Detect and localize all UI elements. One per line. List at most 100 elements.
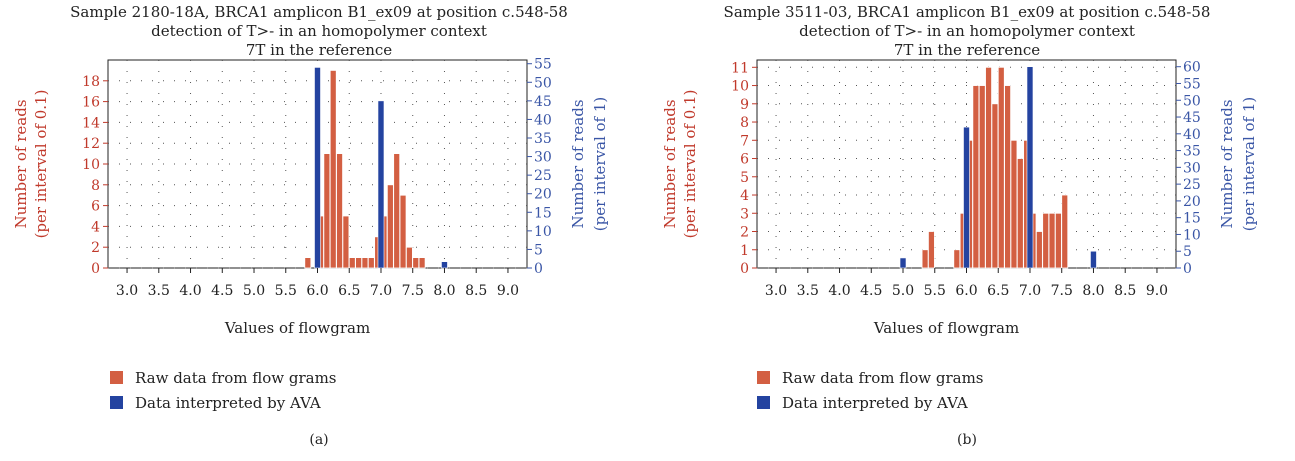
y-tick-label-left: 14 <box>82 115 100 131</box>
y-tick-label-right: 25 <box>534 168 552 184</box>
y-tick-label-left: 10 <box>82 157 100 173</box>
bar <box>953 249 961 269</box>
legend-swatch-raw <box>110 371 123 384</box>
bars-raw <box>921 66 1069 269</box>
y-tick-label-left: 6 <box>91 199 100 215</box>
bar <box>386 184 394 269</box>
chart-subtitle: 7T in the reference <box>246 41 392 59</box>
y-tick-label-right: 10 <box>534 224 552 240</box>
y-tick-label-left: 6 <box>740 152 749 168</box>
y-tick-label-left: 4 <box>91 219 100 235</box>
chart-panel-a: Sample 2180-18A, BRCA1 amplicon B1_ex09 … <box>12 3 609 448</box>
bar <box>304 257 312 269</box>
x-tick-label: 9.0 <box>497 283 519 299</box>
x-tick-label: 3.0 <box>116 283 138 299</box>
y-tick-label-right: 40 <box>534 112 552 128</box>
y-tick-label-left: 8 <box>740 115 749 131</box>
bar <box>1010 139 1018 269</box>
x-tick-label: 9.0 <box>1146 283 1168 299</box>
y-axis-title-left: Number of reads <box>12 99 30 228</box>
x-tick-label: 8.0 <box>433 283 455 299</box>
y-tick-label-right: 15 <box>1183 211 1201 227</box>
bar <box>1004 85 1012 269</box>
x-tick-label: 8.5 <box>465 283 487 299</box>
y-tick-label-left: 1 <box>740 243 749 259</box>
y-tick-label-left: 0 <box>91 261 100 277</box>
y-tick-label-left: 11 <box>731 60 749 76</box>
x-tick-label: 6.0 <box>306 283 328 299</box>
legend-label: Raw data from flow grams <box>782 369 984 387</box>
chart-title: Sample 2180-18A, BRCA1 amplicon B1_ex09 … <box>70 3 568 21</box>
x-tick-label: 7.0 <box>1019 283 1041 299</box>
bar <box>921 249 929 269</box>
y-tick-label-left: 10 <box>731 79 749 95</box>
x-axis-title: Values of flowgram <box>873 319 1019 337</box>
bar <box>991 103 999 269</box>
bar <box>963 126 970 269</box>
bar <box>1048 212 1056 269</box>
y-tick-label-right: 55 <box>1183 76 1201 92</box>
bars-raw <box>304 70 426 269</box>
chart-subtitle: detection of T>- in an homopolymer conte… <box>799 22 1135 40</box>
y-tick-label-right: 35 <box>534 131 552 147</box>
bar <box>1090 250 1097 269</box>
bar <box>336 153 343 269</box>
legend: Raw data from flow grams Data interpreted… <box>110 369 337 412</box>
x-tick-label: 8.0 <box>1082 283 1104 299</box>
bar <box>377 100 385 269</box>
y-axis-title-right: Number of reads <box>1218 99 1236 228</box>
x-tick-label: 5.5 <box>275 283 297 299</box>
legend-label: Data interpreted by AVA <box>135 394 321 412</box>
x-tick-label: 8.5 <box>1114 283 1136 299</box>
x-tick-label: 5.5 <box>924 283 946 299</box>
bar <box>928 231 935 269</box>
bar <box>1061 194 1069 269</box>
bar <box>367 257 375 269</box>
y-tick-label-right: 20 <box>1183 194 1201 210</box>
y-tick-label-left: 4 <box>740 188 749 204</box>
y-tick-label-left: 16 <box>82 95 100 111</box>
y-tick-label-left: 18 <box>82 74 100 90</box>
x-tick-label: 4.0 <box>828 283 850 299</box>
y-axis-title-left: Number of reads <box>661 99 679 228</box>
y-tick-label-right: 0 <box>534 261 543 277</box>
y-tick-label-right: 45 <box>534 94 552 110</box>
x-tick-label: 3.5 <box>797 283 819 299</box>
bar <box>1026 66 1034 269</box>
bar <box>985 66 992 269</box>
legend-swatch-raw <box>757 371 770 384</box>
x-tick-label: 7.5 <box>1051 283 1073 299</box>
y-tick-label-right: 5 <box>534 242 543 258</box>
y-tick-label-left: 7 <box>740 133 749 149</box>
x-tick-label: 6.5 <box>987 283 1009 299</box>
bar <box>314 67 321 269</box>
bar <box>342 215 350 269</box>
bar <box>399 194 407 269</box>
panel-label: (a) <box>309 432 328 448</box>
legend-swatch-ava <box>110 396 123 409</box>
y-tick-label-right: 25 <box>1183 177 1201 193</box>
y-tick-label-left: 5 <box>740 170 749 186</box>
y-tick-label-right: 35 <box>1183 144 1201 160</box>
x-tick-label: 4.5 <box>860 283 882 299</box>
y-axis-subtitle-left: (per interval of 0.1) <box>681 90 699 239</box>
panel-label: (b) <box>957 432 977 448</box>
bar <box>972 85 980 269</box>
y-tick-label-left: 12 <box>82 136 100 152</box>
y-tick-label-right: 30 <box>534 150 552 166</box>
bar <box>361 257 369 269</box>
y-axis-subtitle-right: (per interval of 1) <box>591 97 609 232</box>
y-tick-label-left: 0 <box>740 261 749 277</box>
chart-title: Sample 3511-03, BRCA1 amplicon B1_ex09 a… <box>724 3 1211 21</box>
bar <box>393 153 401 269</box>
y-tick-label-right: 60 <box>1183 60 1201 76</box>
y-tick-label-right: 0 <box>1183 261 1192 277</box>
y-axis-title-right: Number of reads <box>569 99 587 228</box>
bar <box>1054 212 1062 269</box>
y-tick-label-left: 8 <box>91 178 100 194</box>
chart-subtitle: detection of T>- in an homopolymer conte… <box>151 22 487 40</box>
bar <box>348 257 356 269</box>
y-tick-label-right: 15 <box>534 205 552 221</box>
y-tick-label-right: 55 <box>534 57 552 73</box>
